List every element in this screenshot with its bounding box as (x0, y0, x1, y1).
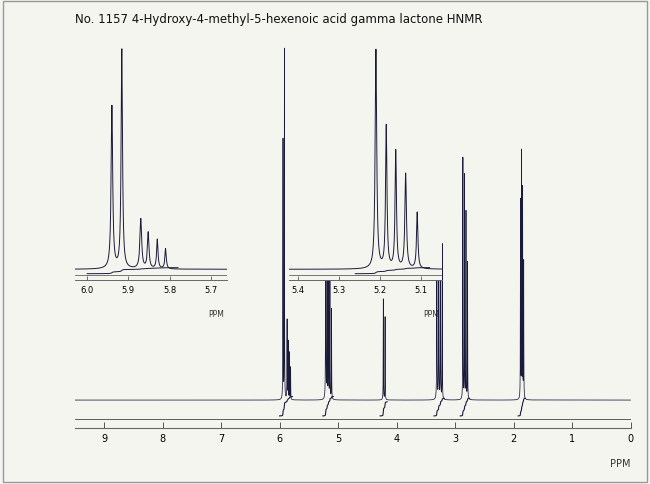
Text: PPM: PPM (610, 458, 630, 468)
Text: No. 1157 4-Hydroxy-4-methyl-5-hexenoic acid gamma lactone HNMR: No. 1157 4-Hydroxy-4-methyl-5-hexenoic a… (75, 13, 482, 26)
Text: PPM: PPM (209, 310, 224, 319)
Text: PPM: PPM (423, 310, 439, 319)
